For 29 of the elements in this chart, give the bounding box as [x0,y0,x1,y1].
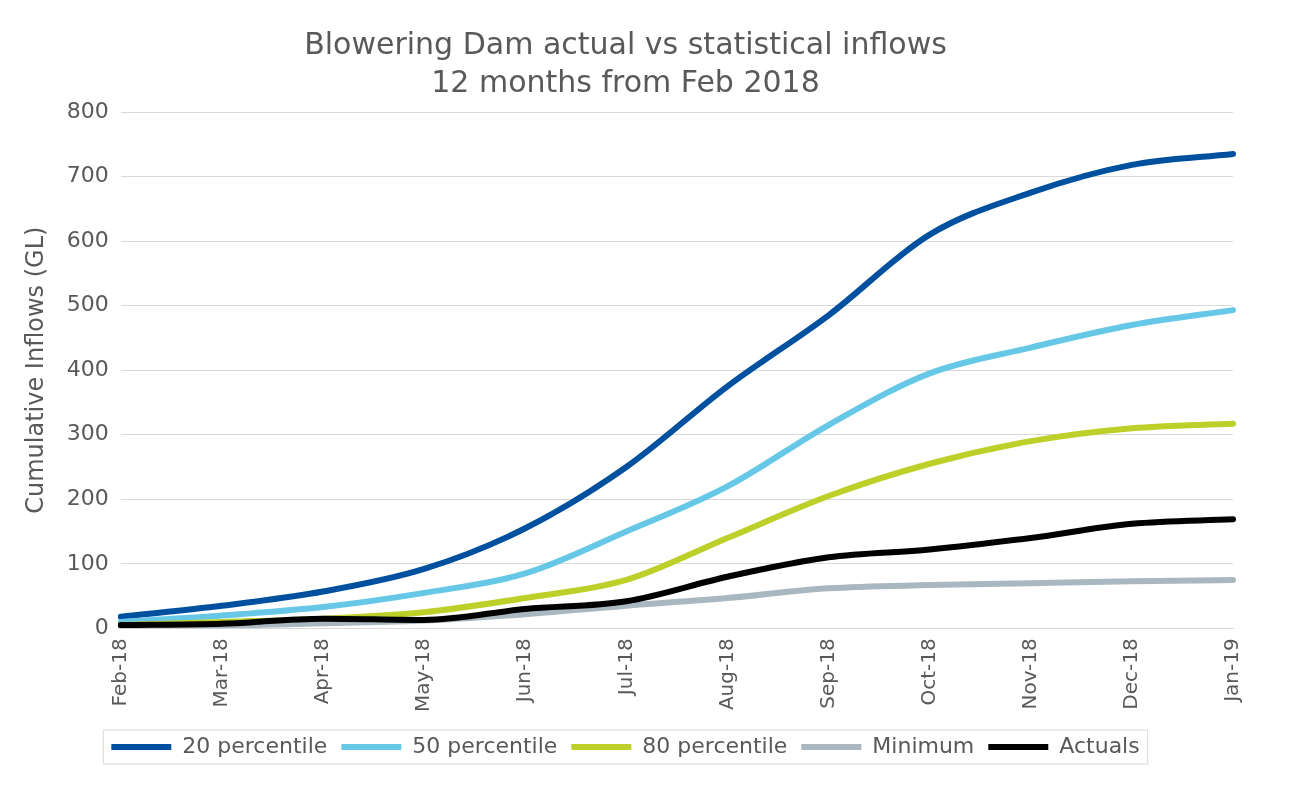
y-tick-label: 300 [66,420,109,446]
y-tick-label: 600 [66,226,109,252]
legend-label: Actuals [1059,732,1140,758]
x-tick-label: May-18 [410,638,435,713]
y-tick-label: 700 [66,162,109,188]
x-tick-label: Nov-18 [1016,638,1041,710]
x-tick-label: Jul-18 [612,638,637,698]
x-tick-label: Sep-18 [814,638,839,709]
legend-label: 50 percentile [412,732,558,758]
x-tick-label: Apr-18 [309,638,334,705]
x-tick-label: Mar-18 [208,638,233,708]
y-tick-label: 500 [66,291,109,317]
legend-label: Minimum [872,732,975,758]
x-tick-label: Dec-18 [1118,638,1143,710]
legend-label: 80 percentile [642,732,788,758]
chart-subtitle: 12 months from Feb 2018 [431,63,820,99]
y-tick-label: 100 [66,549,109,575]
y-axis-title: Cumulative Inflows (GL) [20,226,49,514]
x-tick-label: Oct-18 [915,638,940,706]
x-tick-label: Jan-19 [1219,638,1244,704]
y-tick-label: 400 [66,355,109,381]
legend-label: 20 percentile [182,732,328,758]
y-tick-label: 200 [66,484,109,510]
y-tick-label: 800 [66,97,109,123]
chart-title: Blowering Dam actual vs statistical inflows [304,25,947,61]
x-tick-label: Aug-18 [713,638,738,711]
x-tick-label: Jun-18 [511,638,536,705]
y-tick-label: 0 [94,614,109,640]
x-tick-label: Feb-18 [106,638,131,707]
